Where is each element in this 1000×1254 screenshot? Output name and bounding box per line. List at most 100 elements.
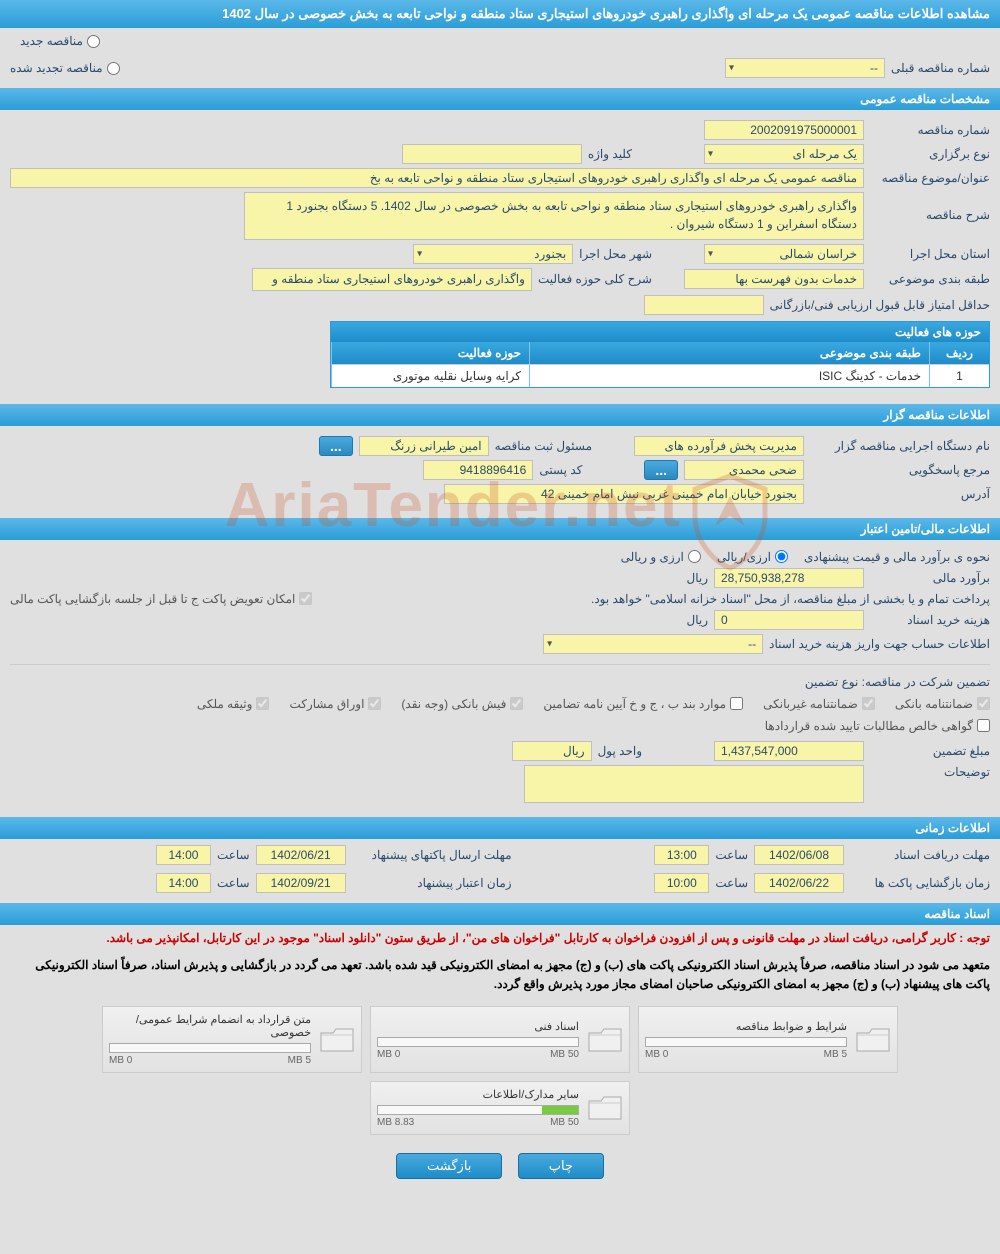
province-select[interactable]: خراسان شمالی xyxy=(704,244,864,264)
folder-icon xyxy=(319,1025,355,1055)
payment-note: پرداخت تمام و یا بخشی از مبلغ مناقصه، از… xyxy=(591,592,990,606)
d1-date: 1402/06/08 xyxy=(754,845,844,865)
tender-no-field: 2002091975000001 xyxy=(704,120,864,140)
d4-time: 14:00 xyxy=(156,873,211,893)
page-title: مشاهده اطلاعات مناقصه عمومی یک مرحله ای … xyxy=(0,0,1000,28)
file-progress xyxy=(377,1105,579,1115)
radio-new-input[interactable] xyxy=(87,35,100,48)
back-button[interactable]: بازگشت xyxy=(396,1153,502,1179)
chevron-down-icon: ▾ xyxy=(708,249,713,260)
radio-both[interactable]: ارزی و ریالی xyxy=(621,550,701,564)
section-docs-header: اسناد مناقصه xyxy=(0,903,1000,925)
section-finance-header: اطلاعات مالی/تامین اعتبار xyxy=(0,518,1000,540)
notes-label: توضیحات xyxy=(870,765,990,779)
reg-officer-label: مسئول ثبت مناقصه xyxy=(495,439,592,453)
print-button[interactable]: چاپ xyxy=(518,1153,604,1179)
address-label: آدرس xyxy=(810,487,990,501)
chk-bonds[interactable]: اوراق مشارکت xyxy=(289,697,381,711)
account-select[interactable]: -- xyxy=(543,634,763,654)
account-label: اطلاعات حساب جهت واریز هزینه خرید اسناد xyxy=(769,637,990,651)
postal-field: 9418896416 xyxy=(423,460,533,480)
table-row: 1 خدمات - کدینگ ISIC کرایه وسایل نقلیه م… xyxy=(331,364,989,387)
radio-renewed[interactable]: مناقصه تجدید شده xyxy=(10,61,120,75)
cell-cat: خدمات - کدینگ ISIC xyxy=(529,365,929,387)
postal-label: کد پستی xyxy=(539,463,582,477)
section-issuer-header: اطلاعات مناقصه گزار xyxy=(0,404,1000,426)
file-card[interactable]: شرایط و ضوابط مناقصه 5 MB0 MB xyxy=(638,1006,898,1073)
d3-time: 10:00 xyxy=(654,873,709,893)
tender-no-label: شماره مناقصه xyxy=(870,123,990,137)
radio-rial[interactable]: ارزی/ریالی xyxy=(717,550,788,564)
chk-regulation-items[interactable]: موارد بند ب ، ج و خ آیین نامه تضامین xyxy=(543,697,743,711)
section-docs: توجه : کاربر گرامی، دریافت اسناد در مهلت… xyxy=(0,925,1000,1144)
deadline-proposal-label: مهلت ارسال پاکتهای پیشنهاد xyxy=(352,848,512,862)
org-label: نام دستگاه اجرایی مناقصه گزار xyxy=(810,439,990,453)
city-select[interactable]: بجنورد xyxy=(413,244,573,264)
doc-cost-field: 0 xyxy=(714,610,864,630)
file-card[interactable]: سایر مدارک/اطلاعات 50 MB8.83 MB xyxy=(370,1081,630,1135)
radio-new[interactable]: مناقصه جدید xyxy=(20,34,100,48)
section-time: مهلت دریافت اسناد 1402/06/08 ساعت 13:00 … xyxy=(0,839,1000,899)
guarantee-amount-label: مبلغ تضمین xyxy=(870,744,990,758)
estimate-label: برآورد مالی xyxy=(870,571,990,585)
d2-date: 1402/06/21 xyxy=(256,845,346,865)
chk-bank-receipt[interactable]: فیش بانکی (وجه نقد) xyxy=(401,697,523,711)
unit-label: واحد پول xyxy=(598,744,642,758)
file-card[interactable]: اسناد فنی 50 MB0 MB xyxy=(370,1006,630,1073)
hour-label: ساعت xyxy=(715,848,748,862)
category-field: خدمات بدون فهرست بها xyxy=(684,269,864,289)
org-field: مدیریت پخش فرآورده های xyxy=(634,436,804,456)
keyword-field[interactable] xyxy=(402,144,582,164)
hold-type-label: نوع برگزاری xyxy=(870,147,990,161)
currency-label-2: ریال xyxy=(686,613,708,627)
estimate-field: 28,750,938,278 xyxy=(714,568,864,588)
file-progress xyxy=(645,1037,847,1047)
notes-field[interactable] xyxy=(524,765,864,803)
desc-field[interactable]: واگذاری راهبری خودروهای استیجاری ستاد من… xyxy=(244,192,864,240)
d4-date: 1402/09/21 xyxy=(256,873,346,893)
hour-label-2: ساعت xyxy=(217,848,250,862)
replace-envelope-checkbox[interactable]: امکان تعویض پاکت ج تا قبل از جلسه بازگشا… xyxy=(10,592,312,606)
folder-icon xyxy=(855,1025,891,1055)
chevron-down-icon: ▾ xyxy=(417,249,422,260)
hold-type-select[interactable]: یک مرحله ای xyxy=(704,144,864,164)
radio-renewed-label: مناقصه تجدید شده xyxy=(10,61,103,75)
file-title: اسناد فنی xyxy=(377,1020,579,1033)
button-bar: چاپ بازگشت xyxy=(0,1143,1000,1189)
category-label: طبقه بندی موضوعی xyxy=(870,272,990,286)
folder-icon xyxy=(587,1093,623,1123)
city-label: شهر محل اجرا xyxy=(579,247,652,261)
activity-table: حوزه های فعالیت ردیف طبقه بندی موضوعی حو… xyxy=(330,321,990,388)
subject-label: عنوان/موضوع مناقصه xyxy=(870,171,990,185)
chk-bank-guarantee[interactable]: ضمانتنامه بانکی xyxy=(895,697,990,711)
chk-receivables-cert[interactable]: گواهی خالص مطالبات تایید شده قراردادها xyxy=(10,719,990,733)
cell-idx: 1 xyxy=(929,365,989,387)
address-field: بجنورد خیابان امام خمینی غربی نبش امام خ… xyxy=(444,484,804,504)
d3-date: 1402/06/22 xyxy=(754,873,844,893)
guarantee-checkboxes: ضمانتنامه بانکی ضمانتنامه غیربانکی موارد… xyxy=(10,693,990,737)
radio-renewed-input[interactable] xyxy=(107,62,120,75)
currency-label: ریال xyxy=(686,571,708,585)
doc-cost-label: هزینه خرید اسناد xyxy=(870,613,990,627)
section-finance: نحوه ی برآورد مالی و قیمت پیشنهادی ارزی/… xyxy=(0,540,1000,813)
subject-field[interactable]: مناقصه عمومی یک مرحله ای واگذاری راهبری … xyxy=(10,168,864,188)
activity-table-title: حوزه های فعالیت xyxy=(331,322,989,342)
chevron-down-icon: ▾ xyxy=(708,149,713,160)
desc-label: شرح مناقصه xyxy=(870,192,990,222)
prev-no-select[interactable]: -- xyxy=(725,58,885,78)
lookup-responder-button[interactable]: ... xyxy=(644,460,678,480)
chk-property[interactable]: وثیقه ملکی xyxy=(197,697,270,711)
chevron-down-icon: ▾ xyxy=(729,63,734,74)
min-score-field[interactable] xyxy=(644,295,764,315)
status-radios: مناقصه جدید xyxy=(0,28,1000,54)
folder-icon xyxy=(587,1025,623,1055)
responder-label: مرجع پاسخگویی xyxy=(810,463,990,477)
file-card[interactable]: متن قرارداد به انضمام شرایط عمومی/خصوصی … xyxy=(102,1006,362,1073)
file-progress xyxy=(377,1037,579,1047)
lookup-officer-button[interactable]: ... xyxy=(319,436,353,456)
min-score-label: حداقل امتیاز قابل قبول ارزیابی فنی/بازرگ… xyxy=(770,298,990,312)
responder-field: ضحی محمدی xyxy=(684,460,804,480)
prev-no-label: شماره مناقصه قبلی xyxy=(891,61,990,75)
chk-nonbank-guarantee[interactable]: ضمانتنامه غیربانکی xyxy=(763,697,875,711)
col-idx: ردیف xyxy=(929,342,989,364)
